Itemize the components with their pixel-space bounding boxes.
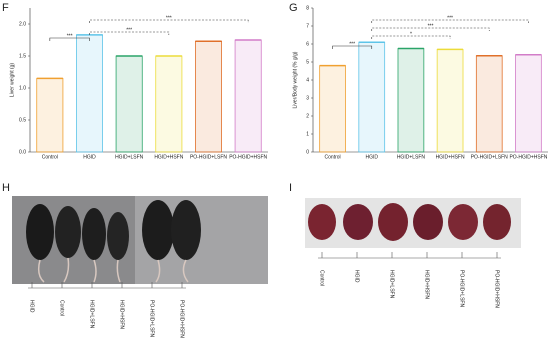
photo-label: PO-HGID+HSFN bbox=[179, 300, 185, 338]
photo-label: PO-HGID+LSFN bbox=[459, 270, 465, 307]
bar bbox=[195, 40, 222, 153]
significance-label: *** bbox=[447, 15, 453, 21]
x-tick-label: PO-HGID+LSFN bbox=[471, 154, 508, 160]
photo-label: HGID+HSFN bbox=[119, 300, 125, 329]
x-tick-label: HGID+LSFN bbox=[397, 154, 426, 160]
y-tick-label: 8 bbox=[306, 5, 309, 11]
y-tick-label: 0.5 bbox=[19, 117, 26, 123]
y-axis-label: Liver weight (g) bbox=[9, 63, 15, 98]
bar bbox=[76, 34, 103, 153]
y-tick-label: 0.0 bbox=[19, 149, 26, 155]
significance-label: * bbox=[410, 31, 412, 37]
liver-photo bbox=[305, 198, 521, 248]
y-tick-label: 3 bbox=[306, 95, 309, 101]
significance-bracket bbox=[371, 27, 490, 31]
mouse-photo bbox=[12, 196, 268, 284]
x-tick-label: Control bbox=[42, 154, 58, 160]
x-tick-label: HGID+HSFN bbox=[154, 154, 183, 160]
x-tick-label: PO-HGID+LSFN bbox=[190, 154, 227, 160]
y-tick-label: 1.5 bbox=[19, 53, 26, 59]
bar bbox=[358, 41, 386, 153]
significance-bracket bbox=[371, 35, 451, 39]
significance-label: *** bbox=[428, 23, 434, 29]
bar bbox=[234, 39, 262, 153]
y-tick-label: 4 bbox=[306, 77, 309, 83]
x-tick-label: Control bbox=[325, 154, 341, 160]
bar bbox=[397, 48, 425, 153]
y-tick-label: 1 bbox=[306, 131, 309, 137]
bar bbox=[436, 49, 464, 153]
significance-label: *** bbox=[166, 15, 172, 21]
y-tick-label: 1.0 bbox=[19, 85, 26, 91]
bar bbox=[115, 55, 143, 153]
x-tick-label: PO-HGID+HSFN bbox=[229, 154, 267, 160]
x-tick-label: HGID bbox=[83, 154, 96, 160]
y-tick-label: 5 bbox=[306, 59, 309, 65]
photo-label: HGID+LSFN bbox=[89, 300, 95, 329]
x-tick-label: HGID+HSFN bbox=[436, 154, 465, 160]
photo-label: HGID bbox=[354, 270, 360, 283]
significance-label: *** bbox=[67, 33, 73, 39]
y-tick-label: 0 bbox=[306, 149, 309, 155]
significance-bracket bbox=[332, 45, 373, 49]
panel-letter: I bbox=[289, 182, 292, 194]
y-tick-label: 6 bbox=[306, 41, 309, 47]
y-tick-label: 2.0 bbox=[19, 21, 26, 27]
y-tick-label: 2 bbox=[306, 113, 309, 119]
bar bbox=[36, 78, 64, 153]
x-tick-label: PO-HGID+HSFN bbox=[509, 154, 547, 160]
significance-label: *** bbox=[126, 27, 132, 33]
y-tick-label: 7 bbox=[306, 23, 309, 29]
y-axis-label: Liver/Body weight (% g/g) bbox=[292, 51, 298, 108]
bar bbox=[515, 54, 542, 153]
significance-bracket bbox=[49, 37, 90, 41]
photo-label: PO-HGID+LSFN bbox=[149, 300, 155, 337]
photo-label: HGID+LSFN bbox=[389, 270, 395, 299]
bar bbox=[319, 65, 346, 153]
photo-label: PO-HGID+HSFN bbox=[494, 270, 500, 308]
bar bbox=[155, 55, 183, 153]
panel-letter: F bbox=[2, 2, 9, 14]
significance-bracket bbox=[371, 19, 529, 23]
significance-bracket bbox=[89, 19, 249, 23]
photo-label: HGID+HSFN bbox=[424, 270, 430, 299]
significance-label: *** bbox=[349, 41, 355, 47]
photo-label: Control bbox=[59, 300, 65, 316]
x-tick-label: HGID bbox=[366, 154, 379, 160]
panel-letter: G bbox=[289, 2, 298, 14]
photo-label: Control bbox=[319, 270, 325, 286]
significance-bracket bbox=[89, 31, 170, 35]
photo-label: HGID bbox=[29, 300, 35, 313]
panel-letter: H bbox=[2, 182, 10, 194]
x-tick-label: HGID+LSFN bbox=[115, 154, 144, 160]
bar bbox=[475, 55, 503, 153]
